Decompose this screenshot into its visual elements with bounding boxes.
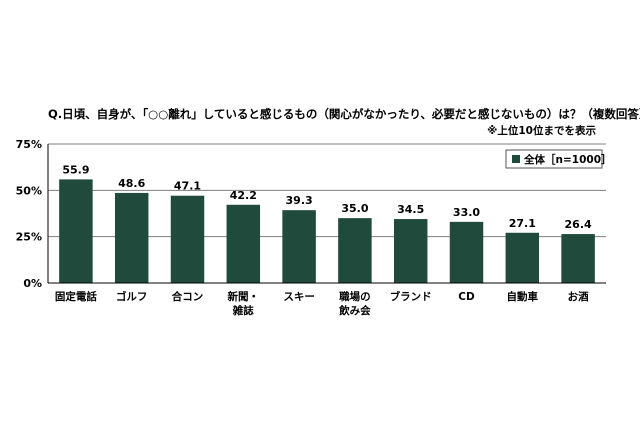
bar (114, 192, 149, 283)
bar-value-label: 33.0 (453, 206, 480, 219)
x-tick-label: 合コン (171, 290, 204, 303)
bar (338, 218, 372, 283)
bar (282, 210, 316, 283)
legend: 全体［n=1000］ (505, 149, 612, 169)
bar-value-label: 55.9 (62, 163, 89, 176)
axes: 0% 25% 50% 75% 固定電話 ゴルフ 合コン 新聞・雑誌 スキー 職場の飲み会 ブランド C… (16, 138, 606, 317)
x-tick-label: 職場の飲み会 (338, 290, 371, 317)
value-labels: 55.9 48.6 47.1 42.2 39.3 35.0 34.5 33.0 27.1 26.4 (62, 163, 592, 231)
legend-label: 全体［n=1000］ (523, 153, 612, 166)
legend-box (505, 149, 603, 169)
bar (561, 234, 595, 283)
bar-value-label: 35.0 (341, 202, 368, 215)
x-tick-label: 自動車 (507, 290, 539, 303)
bar-value-label: 47.1 (174, 180, 201, 193)
x-tick-label: CD (458, 291, 475, 303)
bar-value-label: 48.6 (118, 177, 145, 190)
x-tick-label: 新聞・雑誌 (228, 290, 260, 317)
bar-value-label: 27.1 (509, 217, 536, 230)
x-tick-label: ゴルフ (116, 290, 148, 303)
y-tick-label: 75% (16, 138, 42, 151)
x-tick-label: お酒 (568, 290, 589, 303)
y-tick-label: 50% (16, 184, 42, 197)
bars (59, 179, 595, 283)
bar (393, 219, 428, 283)
bar (449, 221, 484, 283)
bar-value-label: 34.5 (397, 203, 424, 216)
bar-value-label: 42.2 (230, 189, 257, 202)
x-tick-label: スキー (283, 291, 315, 303)
bar (170, 195, 205, 283)
chart-title: Q.日頃、自身が、「○○離れ」していると感じるもの（関心がなかったり、必要だと感… (48, 107, 640, 121)
bar (226, 204, 261, 283)
chart-note: ※上位10位までを表示 (487, 124, 596, 137)
bar-value-label: 26.4 (565, 218, 592, 231)
x-tick-label: 固定電話 (55, 290, 97, 303)
y-tick-label: 0% (23, 277, 42, 290)
y-tick-label: 25% (16, 231, 42, 244)
x-tick-label: ブランド (390, 290, 432, 303)
bar (505, 232, 540, 283)
legend-swatch (512, 155, 520, 163)
bar-value-label: 39.3 (286, 194, 313, 207)
bar (59, 179, 93, 283)
